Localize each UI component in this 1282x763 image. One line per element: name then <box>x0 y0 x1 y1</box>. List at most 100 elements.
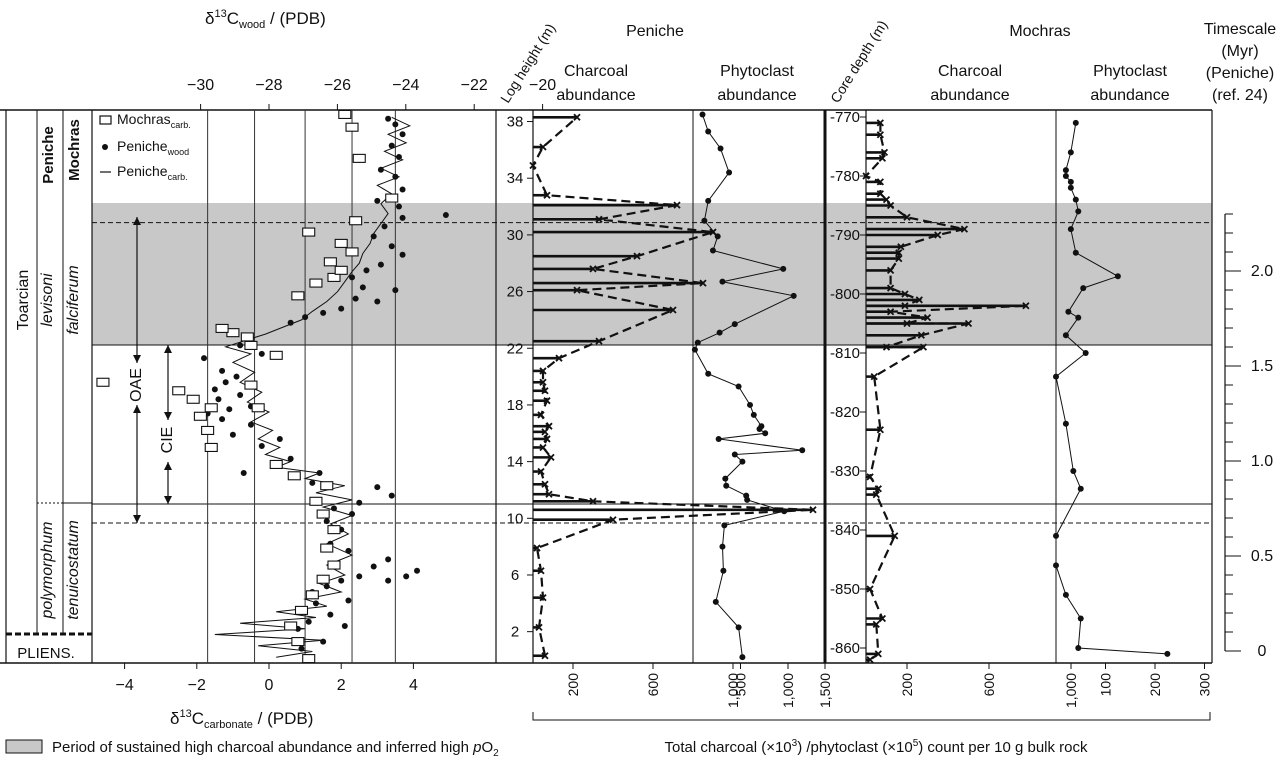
mochras-charcoal-point <box>876 178 884 186</box>
peniche-phyto-point <box>722 475 729 482</box>
peniche-phyto-point <box>735 383 742 390</box>
peniche-wood-point <box>309 479 316 486</box>
peniche-wood-point <box>287 319 294 326</box>
carb-axis-main: C <box>192 709 204 728</box>
mochras-charcoal-point <box>919 343 928 351</box>
mochras-carb-point <box>327 525 341 535</box>
peniche-phyto-point <box>743 492 750 499</box>
peniche-wood-point <box>287 455 294 462</box>
footer-legend-o: O <box>481 739 493 756</box>
mochras-carb-point <box>172 386 186 396</box>
peniche-phyto-point <box>716 329 723 336</box>
peniche-wood-point <box>298 645 305 652</box>
peniche-phyto-point <box>705 197 712 204</box>
peniche-wood-point <box>399 251 406 258</box>
peniche-wood-point <box>258 443 265 450</box>
oae-arrow-lower-head-up <box>133 405 141 413</box>
legend-peniche-wood-main: Peniche <box>117 138 168 154</box>
core-depth-tick-label: -790 <box>830 227 860 244</box>
peniche-phyto-point <box>714 233 721 240</box>
peniche-charcoal-xtick-label: 200 <box>565 673 581 697</box>
peniche-wood-point <box>392 173 399 180</box>
legend-mochras-marker <box>99 115 112 125</box>
peniche-wood-point <box>377 166 384 173</box>
peniche-charcoal-point <box>545 490 553 498</box>
peniche-charcoal-point <box>539 143 547 151</box>
peniche-phyto-point <box>694 339 701 346</box>
mochras-phyto-title-2: abundance <box>1090 87 1169 104</box>
peniche-wood-point <box>388 142 395 149</box>
mochras-charcoal-point <box>876 426 884 434</box>
peniche-charcoal-point <box>609 516 617 524</box>
peniche-wood-point <box>377 261 384 268</box>
peniche-carb-line <box>214 116 412 658</box>
oae-label: OAE <box>128 368 145 402</box>
mochras-charcoal-point <box>872 490 880 499</box>
mochras-carb-point <box>345 122 359 132</box>
peniche-charcoal-title-2: abundance <box>556 87 635 104</box>
mochras-carb-point <box>291 291 305 301</box>
peniche-wood-point <box>323 518 330 525</box>
legend-mochras-label: Mochrascarb. <box>117 111 191 130</box>
peniche-charcoal-xtick-label: 1,500 <box>817 673 833 708</box>
legend-mochras-main: Mochras <box>117 111 171 127</box>
footer-total-exp1: 3 <box>792 738 798 749</box>
carb-axis-sup: 13 <box>179 708 191 720</box>
wood-axis-sup: 13 <box>214 8 226 20</box>
footer-legend-swatch <box>5 739 43 754</box>
mochras-phyto-xtick-label: 300 <box>1197 673 1213 697</box>
mochras-title: Mochras <box>1009 23 1070 40</box>
mochras-charcoal-point <box>897 243 905 251</box>
peniche-wood-point <box>327 611 334 618</box>
peniche-wood-point <box>370 563 377 570</box>
peniche-wood-point <box>363 267 370 274</box>
peniche-charcoal-point <box>555 354 563 362</box>
peniche-charcoal-point <box>541 387 549 395</box>
mochras-carb-point <box>334 265 348 275</box>
peniche-phyto-point <box>735 624 742 631</box>
peniche-phyto-point <box>699 111 706 118</box>
peniche-charcoal-point <box>535 623 543 632</box>
core-depth-tick-label: -820 <box>830 404 860 421</box>
legend-peniche-carb-main: Peniche <box>117 163 168 179</box>
peniche-phyto-point <box>709 247 716 254</box>
core-depth-tick-label: -850 <box>830 581 860 598</box>
peniche-charcoal-point <box>673 201 681 209</box>
zone-tenuicostatum: tenuicostatum <box>65 520 82 620</box>
wood-axis-main: C <box>227 9 239 28</box>
stage-label-toarcian: Toarcian <box>15 270 32 330</box>
peniche-charcoal-point <box>537 567 545 575</box>
mochras-charcoal-point <box>917 331 925 339</box>
mochras-phyto-point <box>1077 485 1084 492</box>
carb-axis-tick-label: 4 <box>409 677 418 694</box>
peniche-charcoal-point <box>539 594 547 602</box>
log-height-tick-label: 18 <box>507 397 524 414</box>
wood-axis-tick-label: −20 <box>529 77 556 94</box>
peniche-wood-point <box>395 153 402 160</box>
peniche-phyto-point <box>780 265 787 272</box>
mochras-carb-point <box>320 481 334 491</box>
peniche-phyto-point <box>723 482 730 489</box>
timescale-title-2: (Myr) <box>1221 43 1258 60</box>
peniche-wood-point <box>374 197 381 204</box>
peniche-charcoal-point <box>699 279 707 287</box>
wood-axis-tick-label: −28 <box>255 77 282 94</box>
wood-axis-tick-label: −30 <box>187 77 214 94</box>
carb-axis-sub: carbonate <box>204 719 253 731</box>
mochras-charcoal-point <box>903 213 911 221</box>
peniche-phyto-point <box>747 401 753 408</box>
mochras-phyto-point <box>1082 350 1089 356</box>
mochras-carb-point <box>201 425 215 435</box>
legend-peniche-wood-sub: wood <box>167 147 190 157</box>
mochras-carb-point <box>284 621 298 631</box>
peniche-wood-point <box>385 115 392 122</box>
mochras-carb-point <box>302 654 316 664</box>
peniche-wood-point <box>349 511 356 518</box>
mochras-carb-point <box>338 109 352 120</box>
peniche-wood-point <box>237 392 244 399</box>
peniche-charcoal-point <box>547 453 555 462</box>
mochras-charcoal-point <box>891 532 899 540</box>
peniche-phyto-point <box>790 292 797 299</box>
carb-axis-tick-label: 0 <box>265 677 274 694</box>
